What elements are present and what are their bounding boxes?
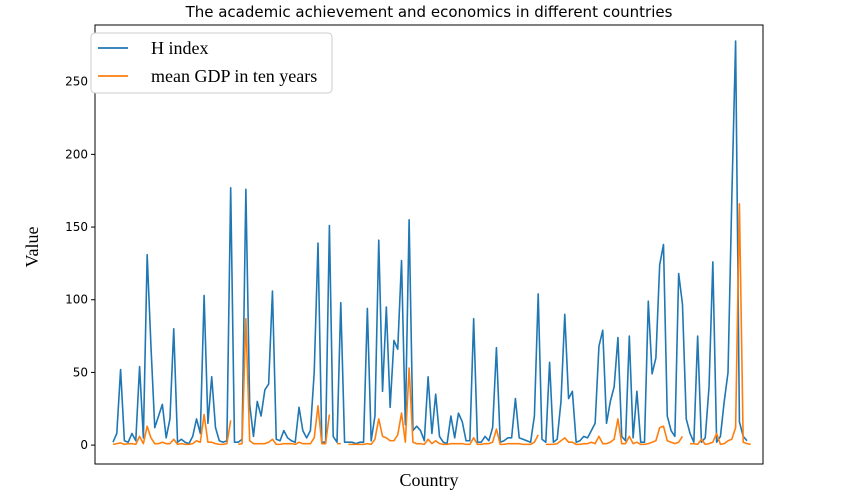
y-tick-label: 0 <box>80 438 88 452</box>
mean-gdp-line <box>238 317 331 446</box>
y-tick-label: 250 <box>65 75 88 89</box>
y-axis: 0 50 100 150 200 250 <box>65 75 95 452</box>
y-tick-label: 150 <box>65 220 88 234</box>
chart-title: The academic achievement and economics i… <box>185 3 673 21</box>
y-tick-label: 100 <box>65 293 88 307</box>
legend: H index mean GDP in ten years <box>90 32 333 94</box>
mean-gdp-line <box>348 367 539 446</box>
plot-area <box>94 24 764 465</box>
h-index-line <box>112 40 748 445</box>
y-axis-label: Value <box>22 226 42 267</box>
y-tick-label: 200 <box>65 147 88 161</box>
mean-gdp-line <box>112 413 232 446</box>
y-tick-label: 50 <box>73 365 88 379</box>
x-axis-label: Country <box>399 470 458 490</box>
mean-gdp-line <box>545 418 684 446</box>
mean-gdp-line <box>690 203 751 446</box>
legend-label-mean-gdp: mean GDP in ten years <box>151 66 317 86</box>
legend-box <box>90 32 333 94</box>
legend-label-h-index: H index <box>151 38 209 58</box>
series-lines <box>112 40 751 446</box>
